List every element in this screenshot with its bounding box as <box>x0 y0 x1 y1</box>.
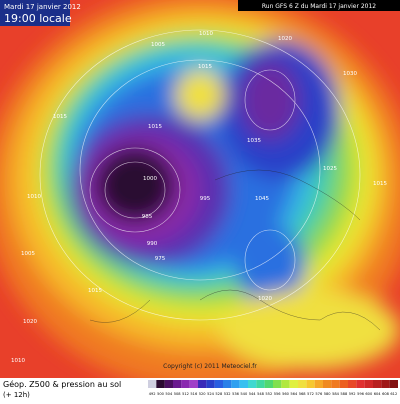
pressure-label: 1015 <box>88 288 102 294</box>
pressure-label: 1010 <box>199 31 213 37</box>
pressure-label: 1020 <box>258 296 272 302</box>
color-scale: 492 500 504 508 512 516 520 524 528 532 536 540 544 5… <box>148 380 398 396</box>
run-box <box>238 0 400 11</box>
scale-label: 572 <box>307 392 314 396</box>
scale-label: 588 <box>340 392 348 396</box>
scale-label: 556 <box>274 392 282 396</box>
copyright: Copyright (c) 2011 Meteociel.fr <box>163 363 257 370</box>
scale-label: 540 <box>240 392 248 396</box>
scale-label: 580 <box>324 392 332 396</box>
scale-label: 584 <box>332 392 340 396</box>
scale-swatch <box>314 380 323 388</box>
scale-swatch <box>381 380 390 388</box>
pressure-label: 1020 <box>278 36 292 42</box>
scale-swatch <box>239 380 248 388</box>
scale-label: 596 <box>357 392 365 396</box>
scale-label: 576 <box>315 392 323 396</box>
pressure-label: 1015 <box>53 114 67 120</box>
scale-swatch <box>289 380 298 388</box>
scale-label: 528 <box>215 392 223 396</box>
scale-label: 492 <box>149 392 156 396</box>
pressure-label: 1005 <box>21 251 35 257</box>
scale-label: 512 <box>182 392 189 396</box>
pressure-label: 1010 <box>27 194 41 200</box>
scale-swatch <box>214 380 223 388</box>
pressure-label: 975 <box>155 256 166 262</box>
scale-label: 592 <box>349 392 356 396</box>
scale-swatch <box>248 380 257 388</box>
scale-swatch <box>173 380 182 388</box>
pressure-label: 1020 <box>23 319 37 325</box>
scale-label: 604 <box>374 392 382 396</box>
scale-label: 508 <box>174 392 182 396</box>
scale-swatch <box>281 380 290 388</box>
scale-label: 600 <box>365 392 373 396</box>
scale-swatch <box>373 380 382 388</box>
pressure-label: 1025 <box>323 166 337 172</box>
pressure-label: 995 <box>200 196 211 202</box>
run-info: Run GFS 6 Z du Mardi 17 janvier 2012 <box>262 3 376 10</box>
pressure-label: 1030 <box>343 71 357 77</box>
scale-swatch <box>389 380 398 388</box>
scale-swatch <box>206 380 215 388</box>
scale-swatch <box>256 380 265 388</box>
scale-swatch <box>264 380 273 388</box>
scale-swatch <box>364 380 373 388</box>
scale-label: 504 <box>165 392 173 396</box>
scale-label: 560 <box>282 392 290 396</box>
scale-label: 536 <box>232 392 240 396</box>
pressure-label: 1010 <box>11 358 25 364</box>
pressure-label: 1015 <box>373 181 387 187</box>
scale-swatch <box>348 380 357 388</box>
pressure-label: 985 <box>142 214 153 220</box>
scale-swatch <box>189 380 198 388</box>
scale-label: 608 <box>382 392 390 396</box>
time: 19:00 locale <box>4 12 72 25</box>
scale-swatch <box>156 380 165 388</box>
map-field <box>0 0 400 378</box>
scale-label: 516 <box>190 392 198 396</box>
scale-swatch <box>181 380 190 388</box>
scale-swatch <box>164 380 173 388</box>
scale-label: 612 <box>390 392 397 396</box>
scale-swatch <box>339 380 348 388</box>
date-box <box>0 0 70 26</box>
pressure-label: 990 <box>147 241 158 247</box>
scale-label: 548 <box>257 392 265 396</box>
scale-swatch <box>198 380 207 388</box>
footer-title: Géop. Z500 & pression au sol <box>3 379 121 389</box>
footer-step: (+ 12h) <box>3 391 30 399</box>
pressure-label: 1000 <box>143 176 157 182</box>
pressure-label: 1015 <box>198 64 212 70</box>
scale-swatch <box>306 380 315 388</box>
scale-label: 520 <box>199 392 207 396</box>
scale-swatch <box>356 380 365 388</box>
pressure-label: 1005 <box>151 42 165 48</box>
scale-label: 568 <box>299 392 307 396</box>
date: Mardi 17 janvier 2012 <box>4 3 81 11</box>
scale-swatch <box>331 380 340 388</box>
scale-swatch <box>223 380 232 388</box>
pressure-label: 1015 <box>148 124 162 130</box>
scale-label: 564 <box>290 392 298 396</box>
scale-swatch <box>298 380 307 388</box>
pressure-label: 1035 <box>247 138 261 144</box>
pressure-label: 1045 <box>255 196 269 202</box>
scale-swatch <box>231 380 240 388</box>
pressure-labels: 1005 1010 1015 1015 1010 1005 1020 1030 1025 1015… <box>11 31 387 364</box>
scale-label: 544 <box>249 392 257 396</box>
scale-label: 524 <box>207 392 215 396</box>
scale-label: 552 <box>265 392 272 396</box>
scale-label: 500 <box>157 392 165 396</box>
scale-label: 532 <box>224 392 231 396</box>
scale-swatch <box>273 380 282 388</box>
scale-swatch <box>323 380 332 388</box>
scale-swatch <box>148 380 157 388</box>
